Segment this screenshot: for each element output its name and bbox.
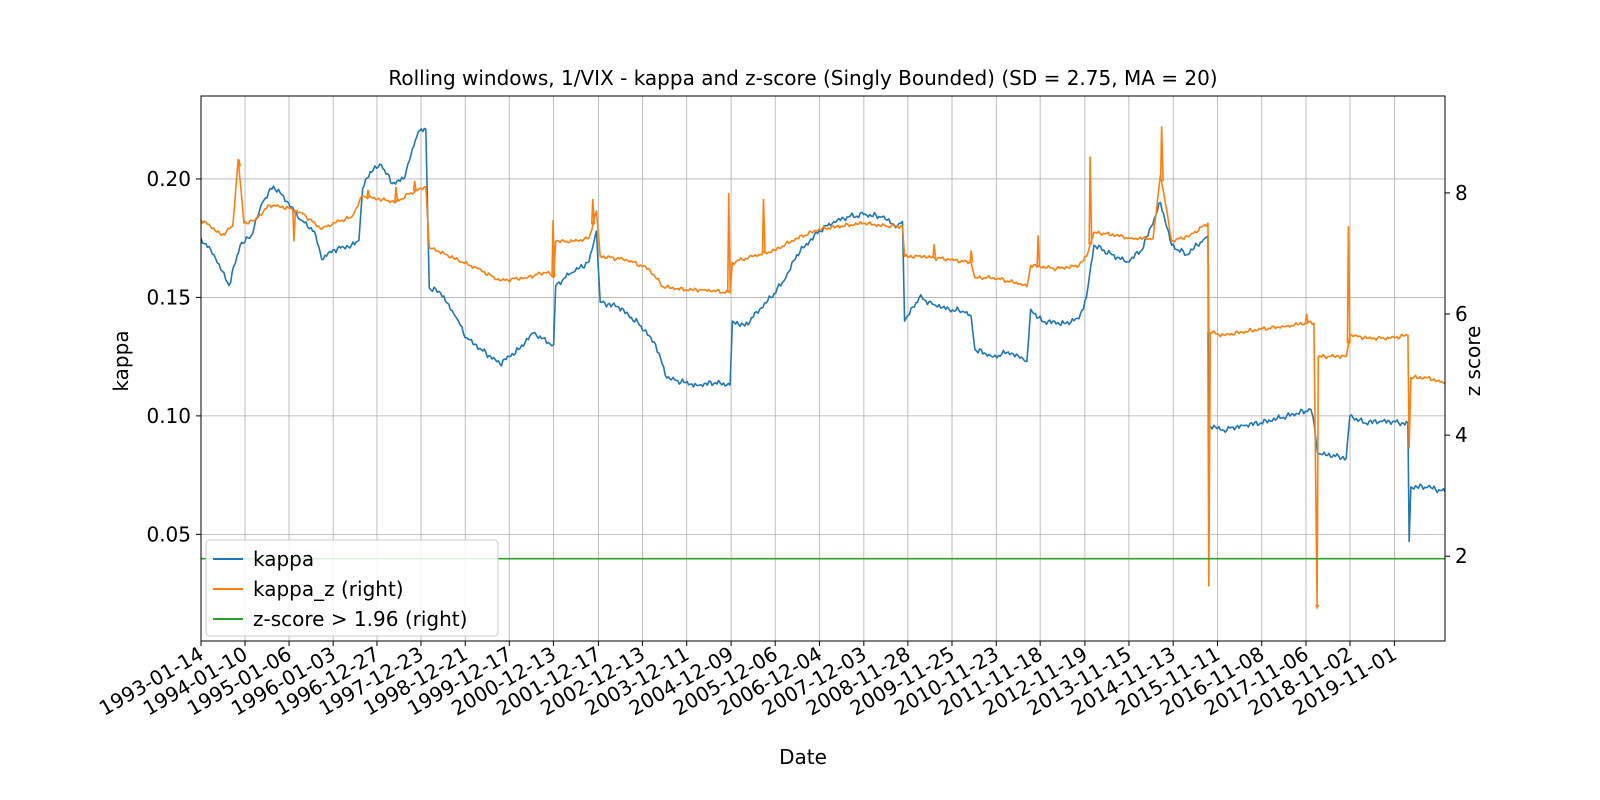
y-tick-label: 0.10 — [146, 404, 191, 428]
series-kappa-line — [201, 127, 1445, 543]
kappa-z-spike — [394, 186, 399, 203]
y-axis-left: 0.05 0.10 0.15 0.20 — [146, 167, 201, 546]
legend: kappa kappa_z (right) z-score > 1.96 (righ… — [205, 539, 499, 637]
x-axis: 1993-01-141994-01-101995-01-061996-01-03… — [95, 641, 1401, 720]
y2-tick-label: 8 — [1455, 181, 1468, 205]
kappa-z-spike — [1207, 332, 1212, 587]
kappa-z-spike — [1315, 604, 1320, 610]
kappa-z-spike — [1036, 235, 1041, 267]
kappa-z-spike — [292, 210, 297, 242]
kappa-z-spike — [412, 180, 417, 192]
gridlines — [200, 96, 1445, 641]
kappa-z-spike — [590, 198, 596, 225]
kappa-z-spike — [969, 250, 974, 263]
kappa-z-spike — [1304, 313, 1309, 324]
y-axis-right: 2 4 6 8 — [1445, 181, 1468, 568]
chart-title: Rolling windows, 1/VIX - kappa and z-sco… — [388, 66, 1217, 90]
legend-label: kappa_z (right) — [253, 577, 404, 601]
y2-tick-label: 6 — [1455, 302, 1468, 326]
plot-area-frame — [200, 95, 1446, 642]
kappa-z-spike — [366, 189, 371, 198]
kappa-z-spike — [1159, 126, 1164, 182]
y2-tick-label: 4 — [1455, 423, 1468, 447]
y2-tick-label: 2 — [1455, 544, 1468, 568]
y-tick-label: 0.15 — [146, 285, 191, 309]
legend-label: kappa — [253, 547, 314, 571]
y-tick-label: 0.05 — [146, 522, 191, 546]
kappa-z-spike — [551, 220, 556, 278]
legend-label: z-score > 1.96 (right) — [253, 607, 467, 631]
kappa-z-spike — [237, 159, 242, 167]
x-axis-label: Date — [779, 745, 827, 769]
kappa-z-spike — [1088, 156, 1093, 245]
kappa-z-spike — [932, 244, 937, 258]
series-kappa-z-right-line — [201, 158, 1445, 606]
y-tick-label: 0.20 — [146, 167, 191, 191]
series-layer — [201, 126, 1445, 610]
kappa-z-spike — [761, 198, 766, 254]
kappa-z-spike — [1346, 226, 1351, 344]
legend-box — [205, 539, 499, 637]
y-axis-right-label: z score — [1461, 326, 1485, 397]
kappa-z-spike — [726, 192, 732, 293]
y-axis-left-label: kappa — [109, 330, 133, 391]
